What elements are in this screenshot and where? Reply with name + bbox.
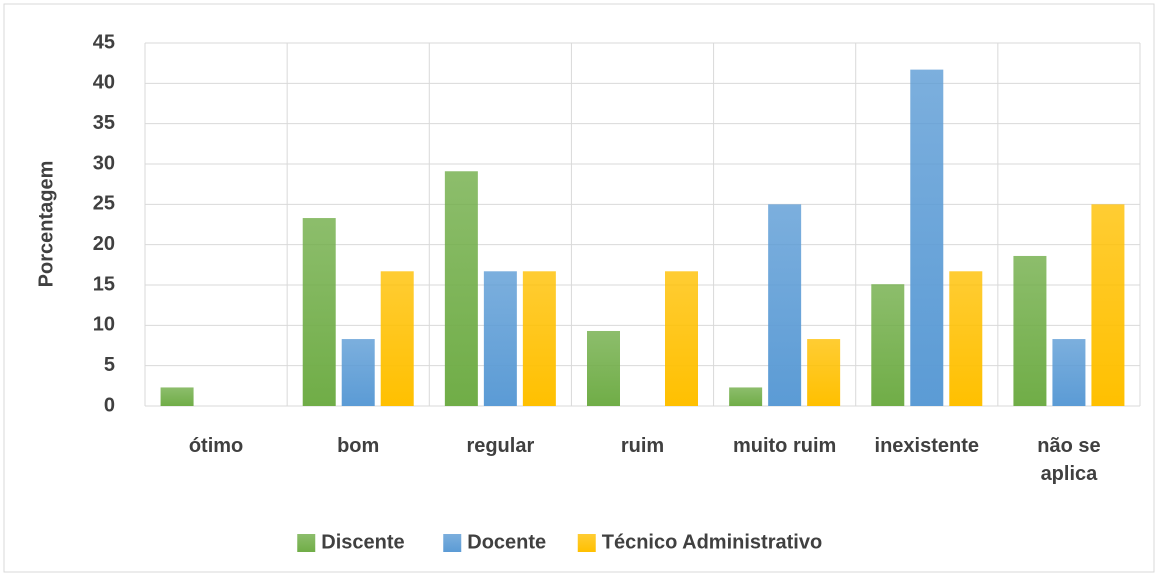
bar <box>302 218 336 406</box>
x-tick-label: regular <box>466 435 535 457</box>
bar <box>1013 255 1047 406</box>
bar <box>949 271 983 406</box>
legend-label: Discente <box>321 531 404 553</box>
y-tick-label: 5 <box>104 354 115 376</box>
x-tick-label: muito ruim <box>732 435 837 457</box>
bar <box>483 271 517 406</box>
legend-swatch <box>443 534 462 552</box>
y-tick-label: 35 <box>93 112 115 134</box>
bar <box>160 387 194 406</box>
bar <box>871 284 905 406</box>
legend-swatch <box>297 534 316 552</box>
y-tick-label: 30 <box>93 152 115 174</box>
y-tick-label: 45 <box>93 31 115 53</box>
legend-swatch <box>577 534 596 552</box>
bar <box>665 271 698 406</box>
legend-label: Técnico Administrativo <box>602 531 822 553</box>
bar <box>587 330 620 406</box>
x-tick-label: bom <box>337 435 380 457</box>
bar <box>1052 339 1086 406</box>
bar <box>444 171 478 406</box>
bar <box>1091 204 1125 406</box>
y-tick-label: 15 <box>93 273 115 295</box>
bar <box>807 339 841 406</box>
y-tick-label: 20 <box>93 233 115 255</box>
y-axis-label: Porcentagem <box>35 161 57 288</box>
bar <box>522 271 556 406</box>
x-tick-label: não se aplica <box>1037 435 1101 485</box>
y-tick-label: 40 <box>93 72 115 94</box>
x-tick-label: ótimo <box>188 435 244 457</box>
x-tick-label: inexistente <box>874 435 980 457</box>
bar <box>380 271 414 406</box>
legend-label: Docente <box>467 531 546 553</box>
y-tick-label: 0 <box>104 394 115 416</box>
x-tick-label: ruim <box>620 435 665 457</box>
y-tick-label: 25 <box>93 193 115 215</box>
bar <box>729 387 763 406</box>
y-tick-label: 10 <box>93 314 115 336</box>
bar <box>341 339 375 406</box>
bar <box>768 204 802 406</box>
bar <box>910 69 944 407</box>
